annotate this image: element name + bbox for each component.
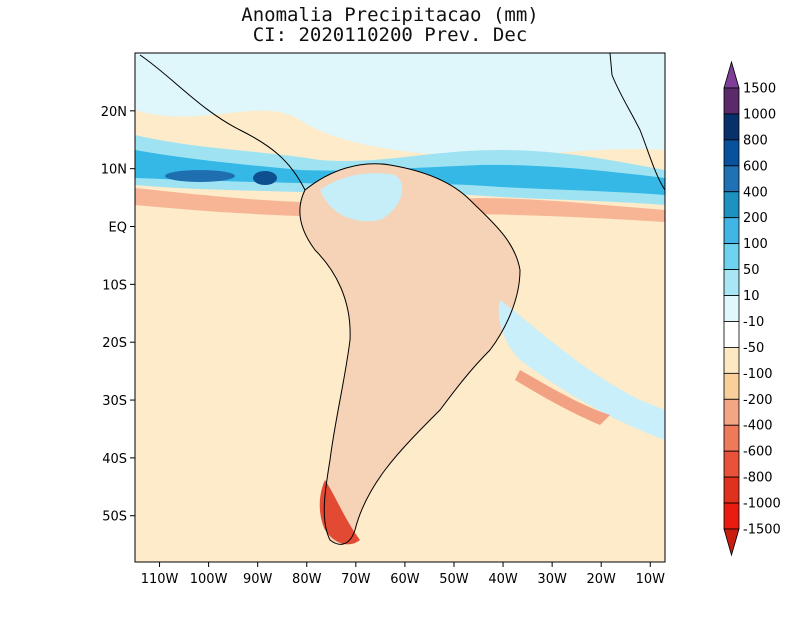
colorbar-label: -10 (743, 315, 764, 330)
colorbar-box (723, 165, 740, 193)
chart-subtitle: CI: 2020110200 Prev. Dec (252, 24, 528, 46)
lon-label: 10W (636, 572, 666, 587)
lon-label: 30W (537, 572, 567, 587)
itcz-max-2 (253, 171, 277, 185)
colorbar-box (723, 113, 740, 141)
colorbar-label: -1000 (743, 497, 781, 512)
colorbar-box (723, 450, 740, 478)
chart-title: Anomalia Precipitacao (mm) (241, 4, 539, 26)
colorbar-label: -400 (743, 419, 773, 434)
itcz-max-1 (165, 170, 235, 182)
colorbar-box (723, 398, 740, 426)
lat-label: 30S (102, 394, 127, 409)
lon-label: 100W (190, 572, 228, 587)
lon-label: 50W (439, 572, 469, 587)
north-wet-zone (135, 53, 665, 157)
colorbar-label: 10 (743, 289, 760, 304)
south-america-dry-area (299, 163, 520, 545)
lon-label: 20W (587, 572, 617, 587)
lat-label: 40S (102, 452, 127, 467)
colorbar-label: -100 (743, 367, 773, 382)
colorbar-label: 1000 (743, 107, 776, 122)
patagonia-dry-spot (319, 480, 360, 545)
colorbar-box (723, 87, 740, 115)
colorbar-box (723, 217, 740, 245)
south-atlantic-dry-streak (515, 370, 610, 425)
colorbar-label: 600 (743, 159, 768, 174)
lat-label: EQ (109, 221, 127, 236)
map-frame (134, 52, 666, 563)
colorbar-label: 1500 (743, 82, 776, 97)
colorbar-label: -800 (743, 471, 773, 486)
colorbar-box (723, 502, 740, 530)
colorbar-label: 400 (743, 185, 768, 200)
colorbar-box (723, 347, 740, 374)
lat-label: 50S (102, 510, 127, 525)
colorbar-box (723, 269, 740, 296)
colorbar-label: -1500 (743, 523, 781, 538)
colorbar-label: -200 (743, 393, 773, 408)
colorbar-box (723, 295, 740, 322)
lon-label: 90W (243, 572, 273, 587)
lon-label: 80W (292, 572, 322, 587)
colorbar-box (723, 243, 740, 270)
lon-label: 70W (341, 572, 371, 587)
colorbar-top-arrow (723, 60, 740, 89)
lat-label: 20S (102, 336, 127, 351)
south-atlantic-wet-streak (498, 300, 665, 440)
south-america-coastline (299, 163, 521, 545)
map-field (135, 53, 665, 562)
latitude-axis: 20N 10N EQ 10S 20S 30S 40S 50S (101, 105, 135, 525)
colorbar-bottom-arrow (723, 528, 740, 557)
colorbar-box (723, 424, 740, 452)
colorbar-label: 800 (743, 133, 768, 148)
lat-label: 10S (102, 278, 127, 293)
colorbar-label: 200 (743, 211, 768, 226)
central-america-coastline (139, 54, 306, 191)
colorbar-label: 50 (743, 263, 760, 278)
lat-label: 20N (101, 105, 127, 120)
lon-label: 40W (488, 572, 518, 587)
colorbar-box (723, 372, 740, 400)
lon-label: 110W (141, 572, 179, 587)
lon-label: 60W (390, 572, 420, 587)
amazon-wet-area (320, 173, 403, 222)
colorbar-box (723, 139, 740, 167)
longitude-axis: 110W 100W 90W 80W 70W 60W 50W 40W 30W 20W 10W (141, 562, 665, 587)
colorbar: 1500 1000 800 600 400 200 100 50 10 -10 -50 -100 -20… (723, 60, 781, 557)
colorbar-box (723, 191, 740, 219)
colorbar-label: -600 (743, 445, 773, 460)
colorbar-label: 100 (743, 237, 768, 252)
colorbar-box (723, 476, 740, 504)
colorbar-box (723, 321, 740, 348)
lat-label: 10N (101, 163, 127, 178)
africa-coastline (609, 53, 665, 191)
colorbar-label: -50 (743, 341, 764, 356)
